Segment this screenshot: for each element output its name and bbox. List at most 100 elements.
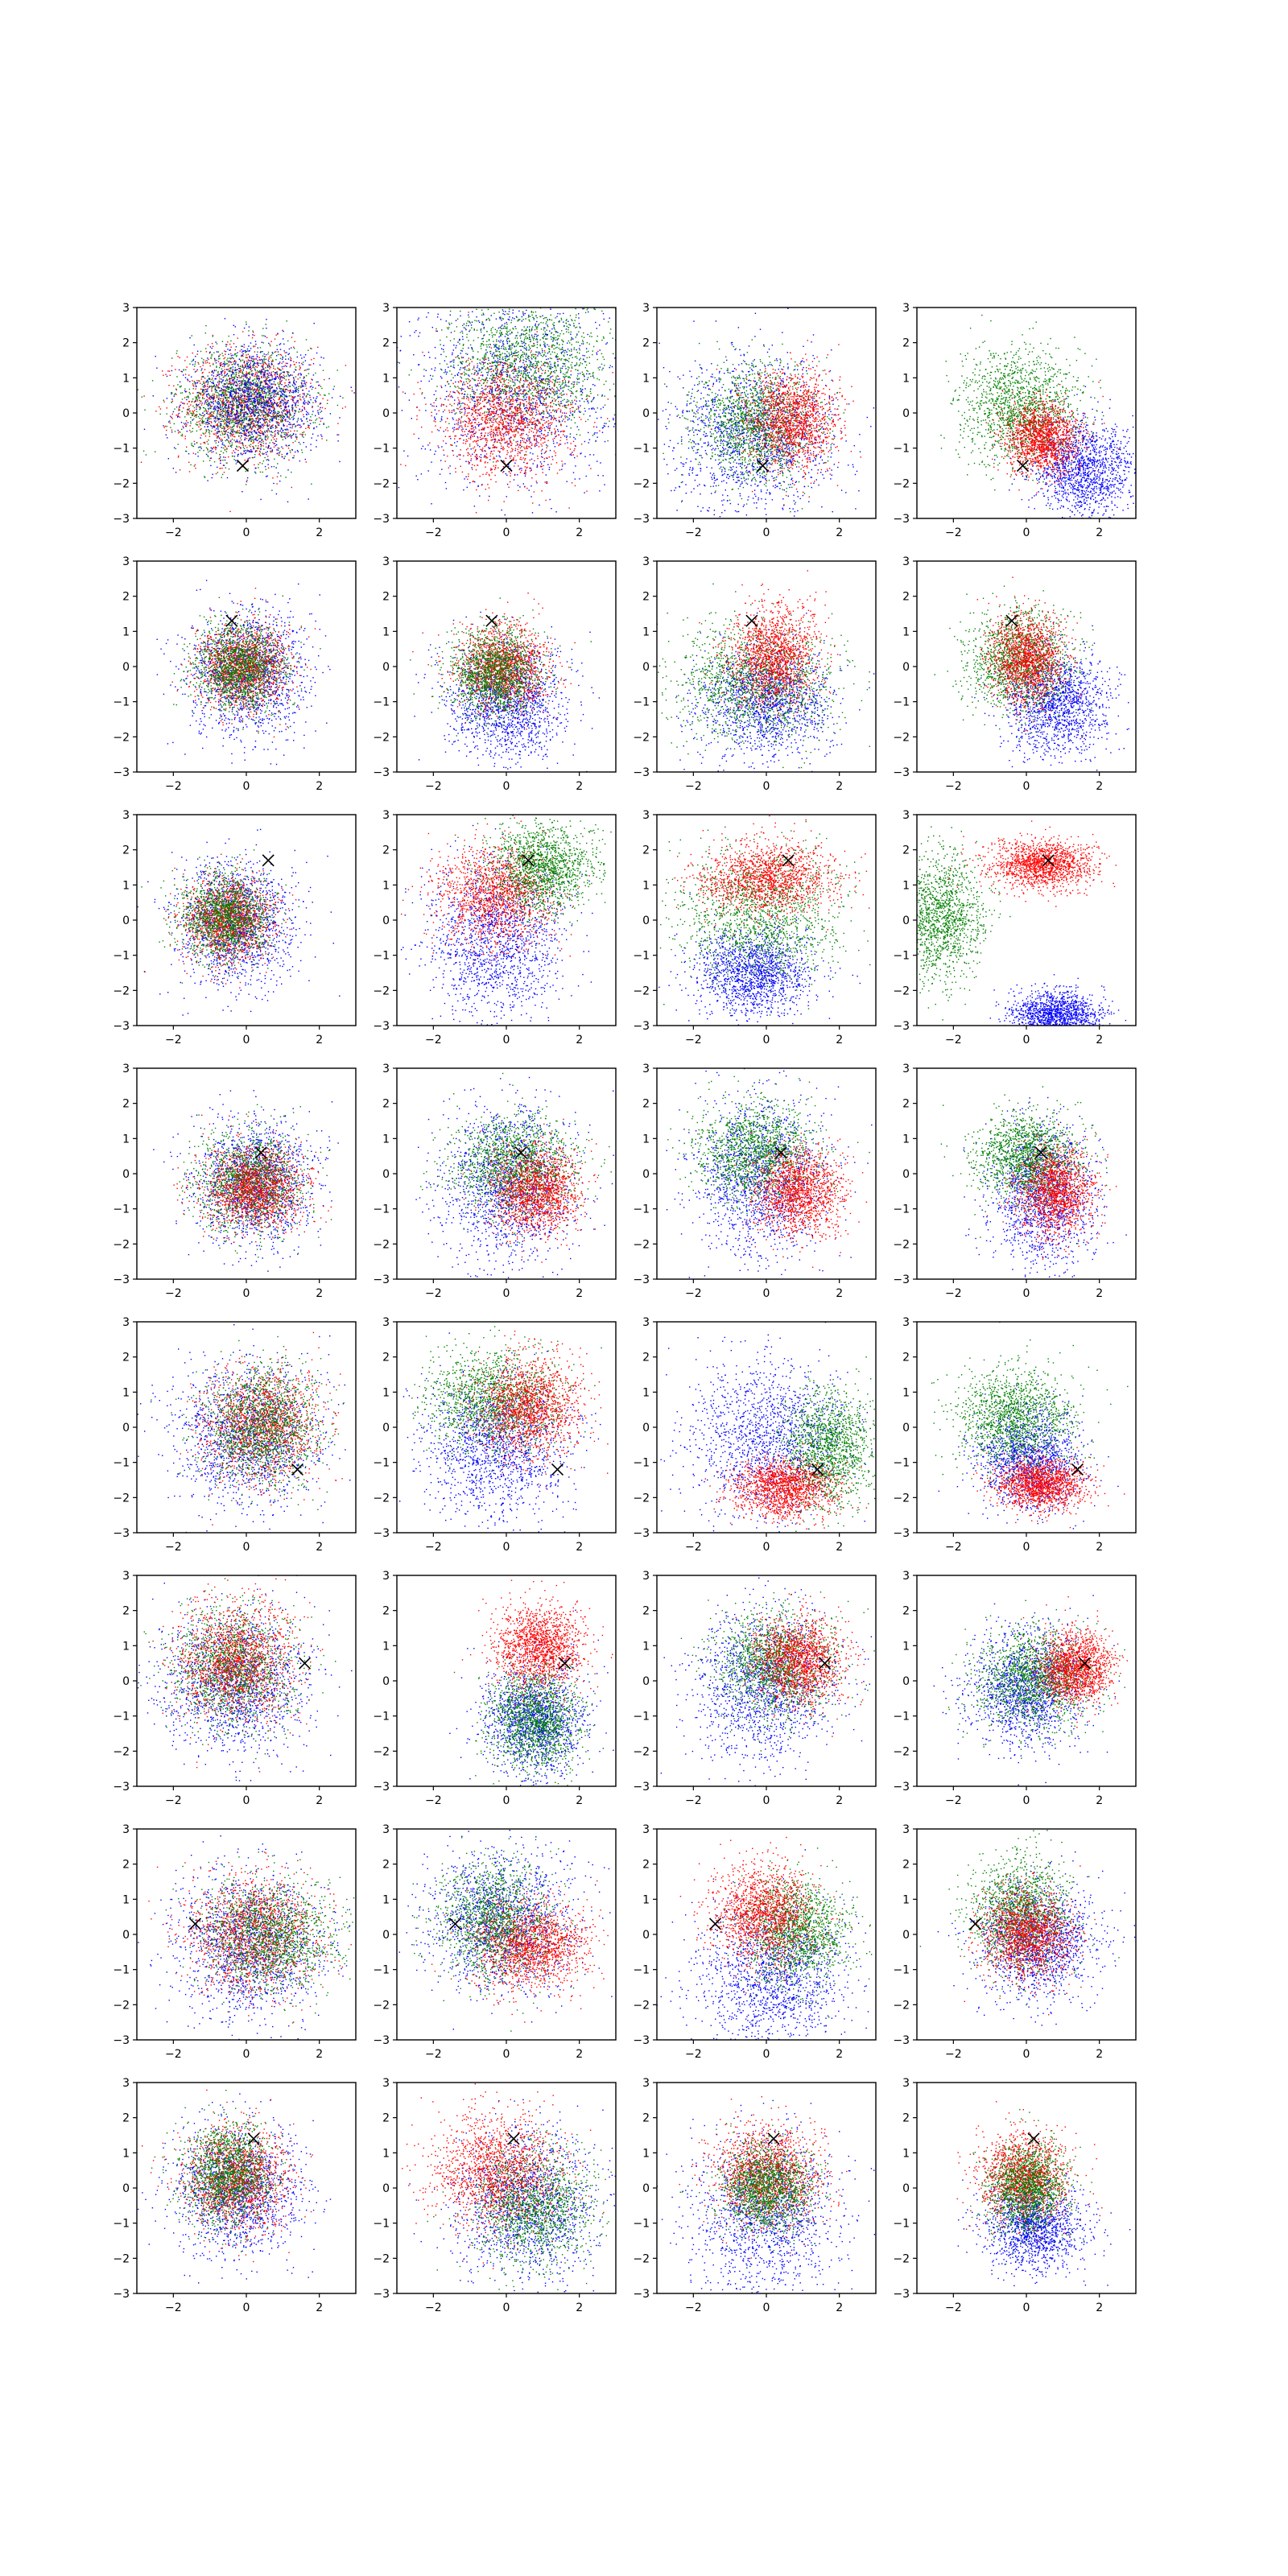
green-point [261, 381, 262, 382]
blue-point [309, 402, 310, 403]
green-point [226, 388, 227, 389]
blue-point [233, 334, 234, 335]
red-point [275, 351, 276, 352]
green-point [225, 346, 226, 347]
green-point [214, 461, 215, 462]
blue-point [219, 402, 220, 403]
blue-point [273, 483, 274, 484]
red-point [254, 351, 255, 352]
blue-point [467, 365, 468, 366]
green-point [228, 436, 229, 437]
green-point [231, 371, 232, 372]
red-point [242, 433, 243, 434]
blue-point [321, 436, 322, 437]
blue-point [550, 309, 551, 310]
blue-point [275, 426, 276, 427]
blue-point [233, 414, 234, 415]
blue-point [284, 350, 285, 351]
red-point [207, 397, 208, 398]
green-point [184, 389, 185, 390]
blue-point [249, 364, 250, 365]
blue-point [566, 437, 567, 438]
red-point [192, 393, 193, 394]
blue-point [216, 407, 217, 408]
blue-point [477, 445, 478, 446]
blue-point [251, 374, 252, 375]
green-point [256, 383, 257, 384]
blue-point [484, 450, 485, 451]
blue-point [267, 401, 268, 402]
blue-point [550, 425, 551, 426]
blue-point [538, 324, 539, 325]
blue-point [453, 409, 454, 410]
blue-point [217, 374, 218, 375]
blue-point [230, 390, 231, 391]
blue-point [440, 354, 441, 355]
green-point [243, 378, 244, 379]
blue-point [238, 398, 239, 399]
green-point [278, 354, 279, 355]
blue-point [454, 442, 455, 443]
blue-point [272, 378, 273, 379]
blue-point [249, 420, 250, 421]
blue-point [542, 457, 543, 458]
blue-point [217, 428, 218, 429]
blue-point [248, 398, 249, 399]
x-tick-label: 2 [316, 526, 323, 539]
red-point [221, 364, 222, 365]
green-point [295, 411, 296, 412]
green-point [226, 382, 227, 383]
blue-point [241, 428, 242, 429]
blue-point [207, 357, 208, 358]
blue-point [288, 424, 289, 425]
blue-point [440, 319, 441, 320]
green-point [241, 413, 242, 414]
blue-point [521, 370, 522, 371]
green-point [248, 361, 249, 362]
blue-point [283, 377, 284, 378]
blue-point [258, 403, 259, 404]
green-point [223, 452, 224, 453]
blue-point [173, 411, 174, 412]
green-point [278, 415, 279, 416]
blue-point [220, 394, 221, 395]
blue-point [289, 414, 290, 415]
red-point [178, 414, 179, 415]
blue-point [232, 357, 233, 358]
green-point [205, 423, 206, 424]
red-point [197, 353, 198, 354]
green-point [220, 398, 221, 399]
blue-point [206, 413, 207, 414]
red-point [211, 390, 212, 391]
blue-point [289, 422, 290, 423]
green-point [307, 421, 308, 422]
red-point [261, 433, 262, 434]
blue-point [587, 379, 588, 380]
blue-point [283, 391, 284, 392]
blue-point [495, 434, 496, 435]
blue-point [292, 400, 293, 401]
blue-point [225, 351, 226, 352]
red-point [213, 433, 214, 434]
blue-point [547, 464, 548, 465]
red-point [246, 373, 247, 374]
blue-point [243, 391, 244, 392]
red-point [224, 373, 225, 374]
green-point [238, 365, 239, 366]
blue-point [214, 440, 215, 441]
blue-point [213, 425, 214, 426]
green-point [207, 404, 208, 405]
blue-point [294, 380, 295, 381]
blue-point [244, 431, 245, 432]
green-point [256, 398, 257, 399]
blue-point [512, 369, 513, 370]
blue-point [427, 274, 428, 275]
blue-point [507, 374, 508, 375]
blue-point [276, 449, 277, 450]
red-point [171, 418, 172, 419]
blue-point [583, 343, 584, 344]
blue-point [268, 343, 269, 344]
green-point [220, 400, 221, 401]
blue-point [229, 350, 230, 351]
blue-point [532, 512, 533, 513]
